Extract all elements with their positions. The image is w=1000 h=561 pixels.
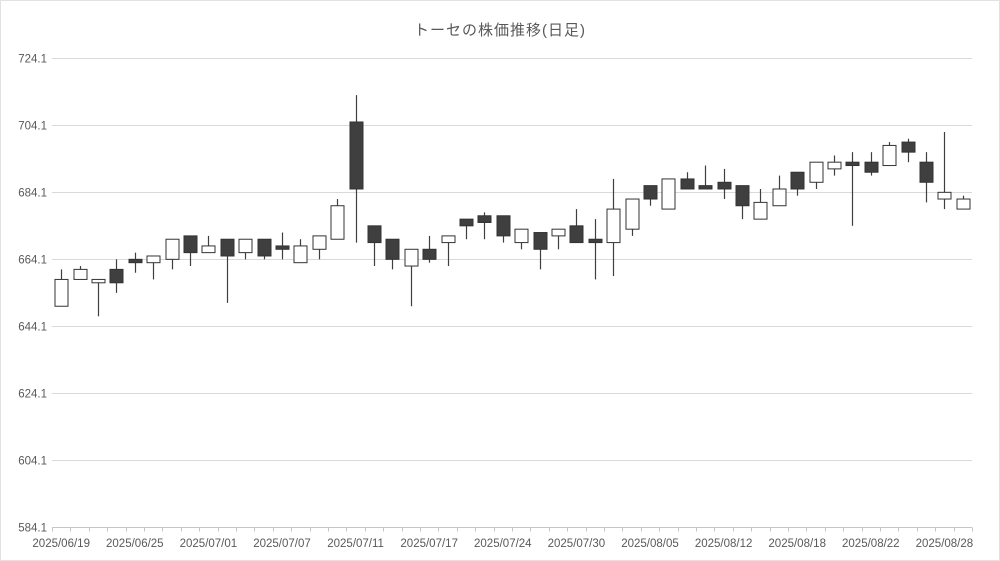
candle-up: [330, 205, 345, 240]
candle-up: [551, 228, 566, 237]
candle-up: [956, 198, 971, 210]
candle-down: [643, 185, 658, 200]
candle-down: [385, 238, 400, 260]
x-axis-label: 2025/07/01: [180, 538, 238, 550]
candle-up: [54, 278, 69, 307]
chart-title: トーセの株価推移(日足): [414, 22, 586, 39]
candle-down: [533, 232, 548, 250]
candle-up: [606, 208, 621, 244]
candle-up: [772, 188, 787, 207]
x-axis-label: 2025/07/11: [327, 538, 384, 550]
candle-down: [569, 225, 584, 244]
y-axis-label: 584.1: [18, 523, 47, 535]
y-axis-label: 664.1: [18, 255, 47, 267]
candle-up: [201, 245, 216, 254]
y-axis-label: 704.1: [18, 121, 47, 133]
candle-down: [257, 238, 272, 257]
x-axis-label: 2025/07/07: [253, 538, 311, 550]
candle-down: [680, 178, 695, 190]
candle-down: [220, 238, 235, 257]
x-axis-label: 2025/06/25: [106, 538, 164, 550]
candle-up: [661, 178, 676, 210]
candle-down: [109, 268, 124, 284]
candle-up: [73, 268, 88, 280]
y-axis-label: 624.1: [18, 389, 47, 401]
candle-down: [790, 171, 805, 190]
candle-down: [717, 181, 732, 190]
candle-down: [845, 161, 860, 167]
y-axis-label: 604.1: [18, 456, 47, 468]
candle-down: [275, 245, 290, 250]
candle-up: [625, 198, 640, 230]
candle-up: [165, 238, 180, 260]
candle-down: [588, 238, 603, 244]
x-axis-label: 2025/07/24: [474, 538, 532, 550]
x-axis-label: 2025/06/19: [32, 538, 90, 550]
candle-up: [293, 245, 308, 264]
candle-down: [477, 215, 492, 223]
x-axis-label: 2025/07/17: [400, 538, 458, 550]
candle-up: [753, 201, 768, 220]
candle-down: [367, 225, 382, 244]
candle-up: [882, 144, 897, 167]
y-axis-label: 644.1: [18, 322, 47, 334]
x-axis-label: 2025/08/28: [916, 538, 974, 550]
candle-up: [441, 235, 456, 244]
candle-down: [422, 248, 437, 260]
candle-up: [404, 248, 419, 267]
x-axis-label: 2025/08/12: [695, 538, 753, 550]
candle-down: [496, 215, 511, 237]
y-axis-label: 684.1: [18, 188, 47, 200]
candle-down: [128, 258, 143, 264]
candle-up: [937, 191, 952, 200]
candle-up: [827, 161, 842, 170]
x-axis-label: 2025/08/22: [842, 538, 900, 550]
candle-up: [91, 278, 106, 284]
candle-down: [901, 141, 916, 153]
candle-up: [238, 238, 253, 254]
y-axis-label: 724.1: [18, 54, 47, 66]
candle-up: [146, 255, 161, 264]
x-axis-label: 2025/08/05: [621, 538, 679, 550]
x-axis-label: 2025/07/30: [548, 538, 606, 550]
candle-down: [864, 161, 879, 173]
candle-down: [735, 185, 750, 207]
candle-down: [459, 218, 474, 227]
x-axis-label: 2025/08/18: [768, 538, 826, 550]
candle-down: [919, 161, 934, 183]
candle-down: [349, 121, 364, 190]
candle-down: [183, 235, 198, 254]
candle-down: [698, 185, 713, 190]
candle-up: [514, 228, 529, 244]
candle-up: [312, 235, 327, 250]
candle-up: [809, 161, 824, 183]
